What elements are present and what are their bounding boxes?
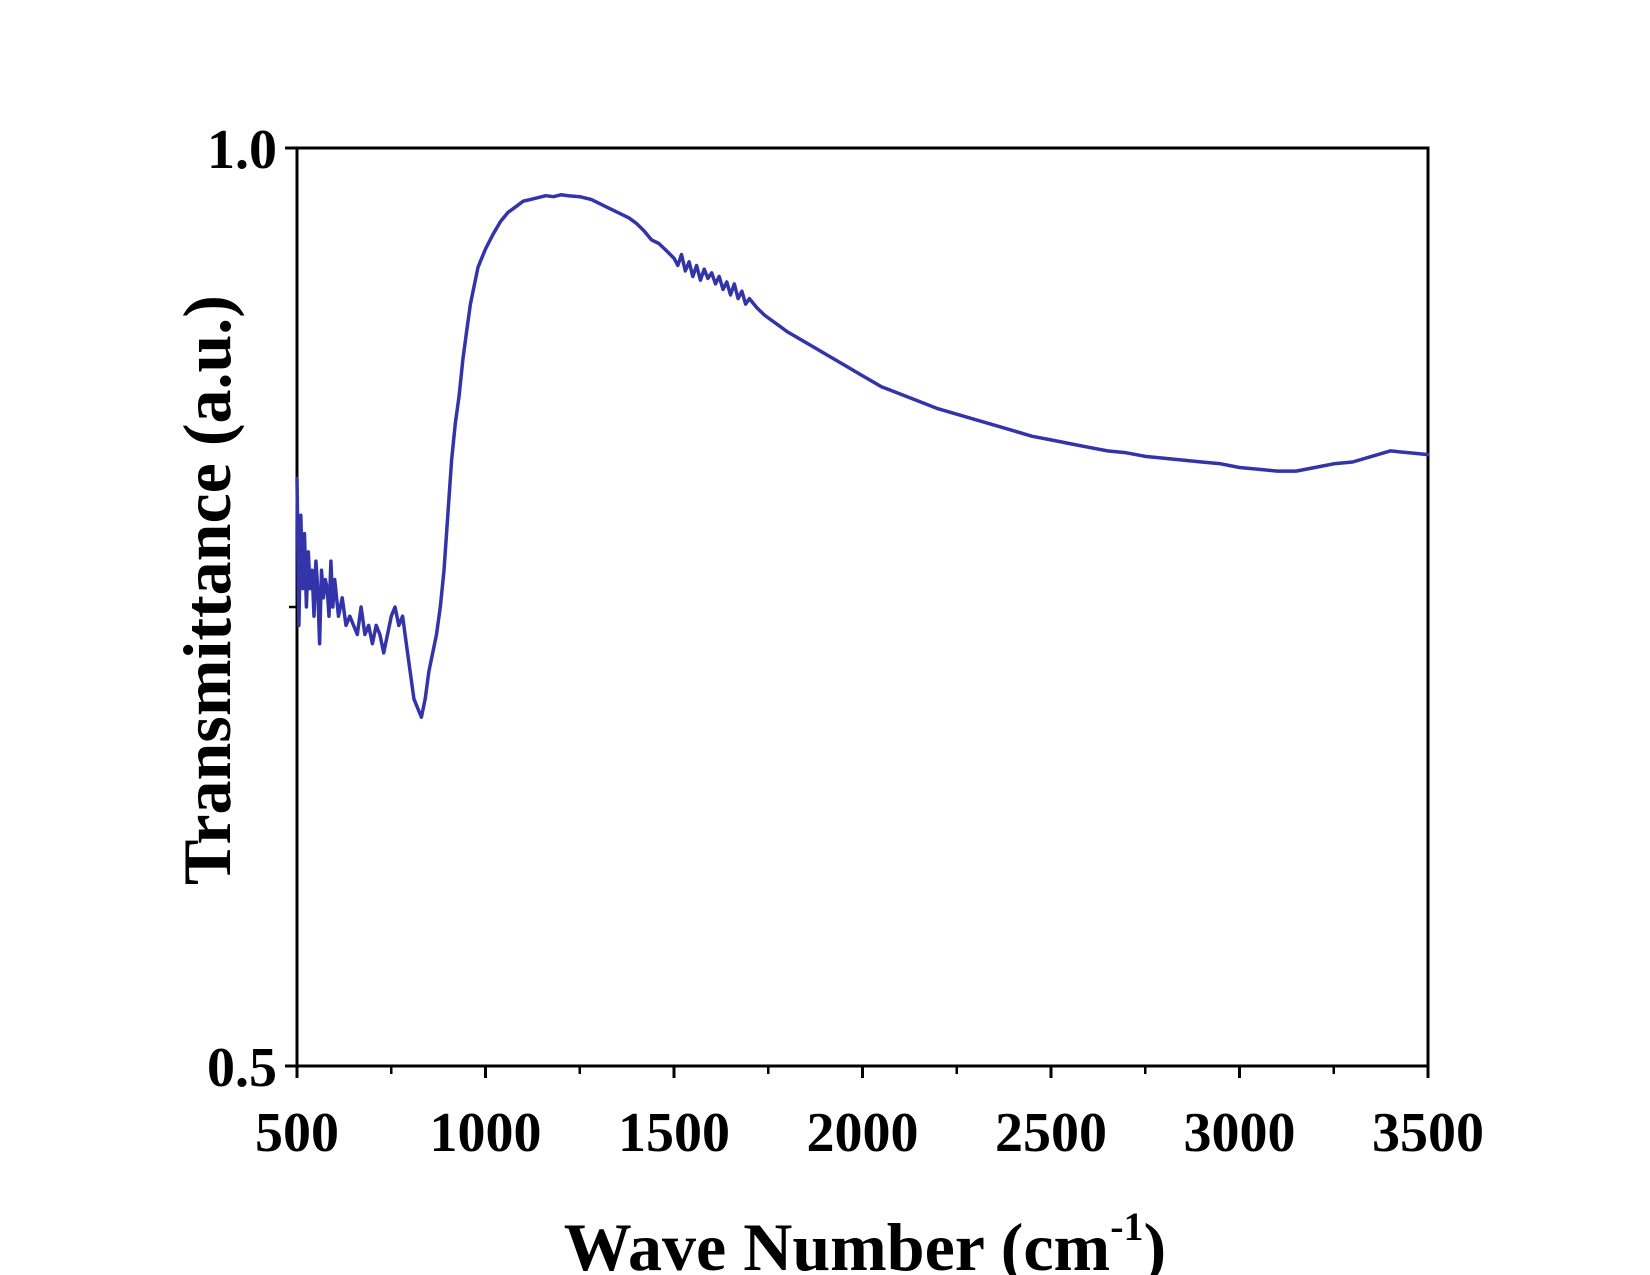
y-axis-title: Transmittance (a.u.) <box>169 295 245 885</box>
x-tick-label: 2500 <box>995 1102 1107 1164</box>
plot-frame <box>295 146 1430 1068</box>
x-tick-label: 1000 <box>430 1102 542 1164</box>
x-tick-label: 1500 <box>618 1102 730 1164</box>
x-tick-label: 3000 <box>1184 1102 1296 1164</box>
series <box>295 193 1430 719</box>
x-axis-title-main: Wave Number (cm <box>564 1209 1110 1275</box>
x-tick-label: 3500 <box>1372 1102 1484 1164</box>
y-tick-label: 0.5 <box>207 1037 277 1099</box>
x-axis-title-sup: -1 <box>1110 1204 1143 1249</box>
tick-labels: 500 1000 1500 2000 2500 3000 3500 0.5 1.0 <box>207 119 1484 1164</box>
x-tick-label: 2000 <box>807 1102 919 1164</box>
x-axis-title-close: ) <box>1144 1209 1167 1275</box>
x-tick-label: 500 <box>255 1102 339 1164</box>
series-line-0 <box>295 193 1430 719</box>
ticks <box>285 146 1430 1078</box>
y-tick-label: 1.0 <box>207 119 277 181</box>
x-axis-title: Wave Number (cm-1) <box>564 1204 1166 1275</box>
axes <box>295 146 1430 1068</box>
